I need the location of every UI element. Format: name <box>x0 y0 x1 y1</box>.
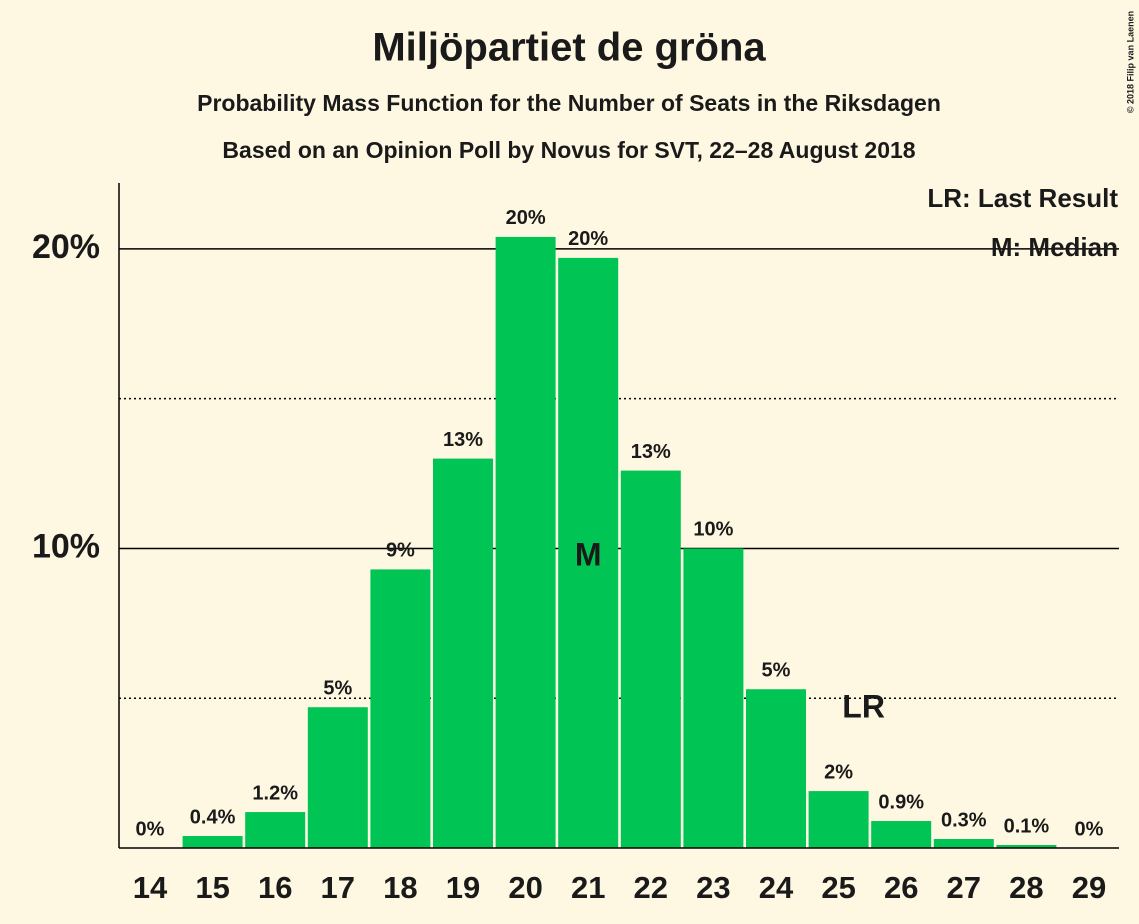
bar <box>808 791 869 848</box>
x-tick-label: 14 <box>133 870 168 905</box>
x-tick-label: 15 <box>195 870 229 905</box>
x-tick-label: 19 <box>446 870 480 905</box>
value-label: 0.9% <box>878 791 924 813</box>
chart-subtitle: Based on an Opinion Poll by Novus for SV… <box>222 137 915 163</box>
x-tick-label: 16 <box>258 870 292 905</box>
x-tick-label: 21 <box>571 870 605 905</box>
value-label: 13% <box>443 429 483 451</box>
x-tick-label: 17 <box>321 870 355 905</box>
value-label: 0.4% <box>190 806 236 828</box>
legend-text: M: Median <box>991 232 1118 262</box>
value-label: 20% <box>506 207 546 229</box>
bar <box>245 812 306 848</box>
bar <box>495 236 556 848</box>
value-label: 0% <box>136 818 165 840</box>
value-label: 0.1% <box>1004 815 1050 837</box>
median-marker: M <box>575 536 602 572</box>
bar <box>933 839 994 848</box>
credit: © 2018 Filip van Laenen <box>1125 11 1135 113</box>
x-tick-label: 23 <box>696 870 730 905</box>
bar <box>871 821 932 848</box>
bar <box>620 470 681 848</box>
value-label: 0.3% <box>941 809 987 831</box>
value-label: 2% <box>824 761 853 783</box>
y-tick-label: 10% <box>32 527 100 565</box>
x-tick-label: 20 <box>508 870 542 905</box>
value-label: 10% <box>693 519 733 541</box>
bar <box>996 845 1057 848</box>
x-tick-label: 18 <box>383 870 417 905</box>
value-label: 5% <box>323 677 352 699</box>
x-tick-label: 22 <box>634 870 668 905</box>
x-tick-label: 27 <box>947 870 981 905</box>
x-tick-label: 29 <box>1072 870 1106 905</box>
last-result-marker: LR <box>842 689 885 725</box>
bar <box>433 458 493 848</box>
bar <box>683 548 744 848</box>
x-tick-label: 25 <box>821 870 855 905</box>
value-label: 20% <box>568 228 608 250</box>
bar <box>746 689 806 848</box>
bar <box>182 836 243 848</box>
value-label: 1.2% <box>252 782 298 804</box>
chart-title: Miljöpartiet de gröna <box>372 26 766 70</box>
value-label: 13% <box>631 441 671 463</box>
bar <box>307 707 368 848</box>
bar <box>558 257 619 848</box>
x-tick-label: 28 <box>1009 870 1043 905</box>
bar <box>370 569 431 848</box>
value-label: 0% <box>1075 818 1104 840</box>
value-label: 9% <box>386 540 415 562</box>
x-tick-label: 24 <box>759 870 794 905</box>
value-label: 5% <box>762 660 791 682</box>
chart-subtitle: Probability Mass Function for the Number… <box>197 90 941 116</box>
x-tick-label: 26 <box>884 870 918 905</box>
legend-text: LR: Last Result <box>927 183 1118 213</box>
y-tick-label: 20% <box>32 228 100 266</box>
